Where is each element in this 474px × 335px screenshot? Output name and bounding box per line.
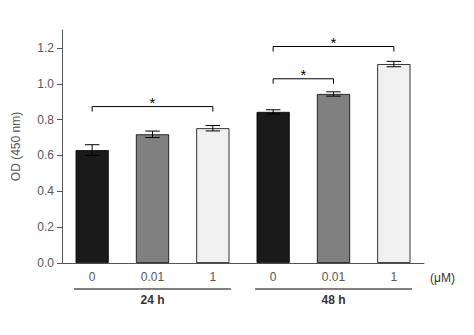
svg-text:0.8: 0.8 <box>37 113 54 127</box>
svg-text:0.01: 0.01 <box>322 270 346 284</box>
svg-text:24 h: 24 h <box>140 293 164 307</box>
svg-text:1: 1 <box>390 270 397 284</box>
svg-text:*: * <box>150 94 156 111</box>
svg-text:0.2: 0.2 <box>37 220 54 234</box>
svg-text:1.2: 1.2 <box>37 41 54 55</box>
svg-text:0: 0 <box>89 270 96 284</box>
svg-text:0.01: 0.01 <box>141 270 165 284</box>
svg-text:(μM): (μM) <box>430 271 455 285</box>
svg-text:OD (450 nm): OD (450 nm) <box>9 112 23 181</box>
svg-text:0.0: 0.0 <box>37 256 54 270</box>
svg-text:0: 0 <box>270 270 277 284</box>
svg-text:0.4: 0.4 <box>37 184 54 198</box>
svg-text:1.0: 1.0 <box>37 77 54 91</box>
svg-text:0.6: 0.6 <box>37 148 54 162</box>
svg-text:1: 1 <box>209 270 216 284</box>
svg-text:48 h: 48 h <box>321 293 345 307</box>
svg-text:*: * <box>331 34 337 51</box>
svg-text:*: * <box>300 66 306 83</box>
